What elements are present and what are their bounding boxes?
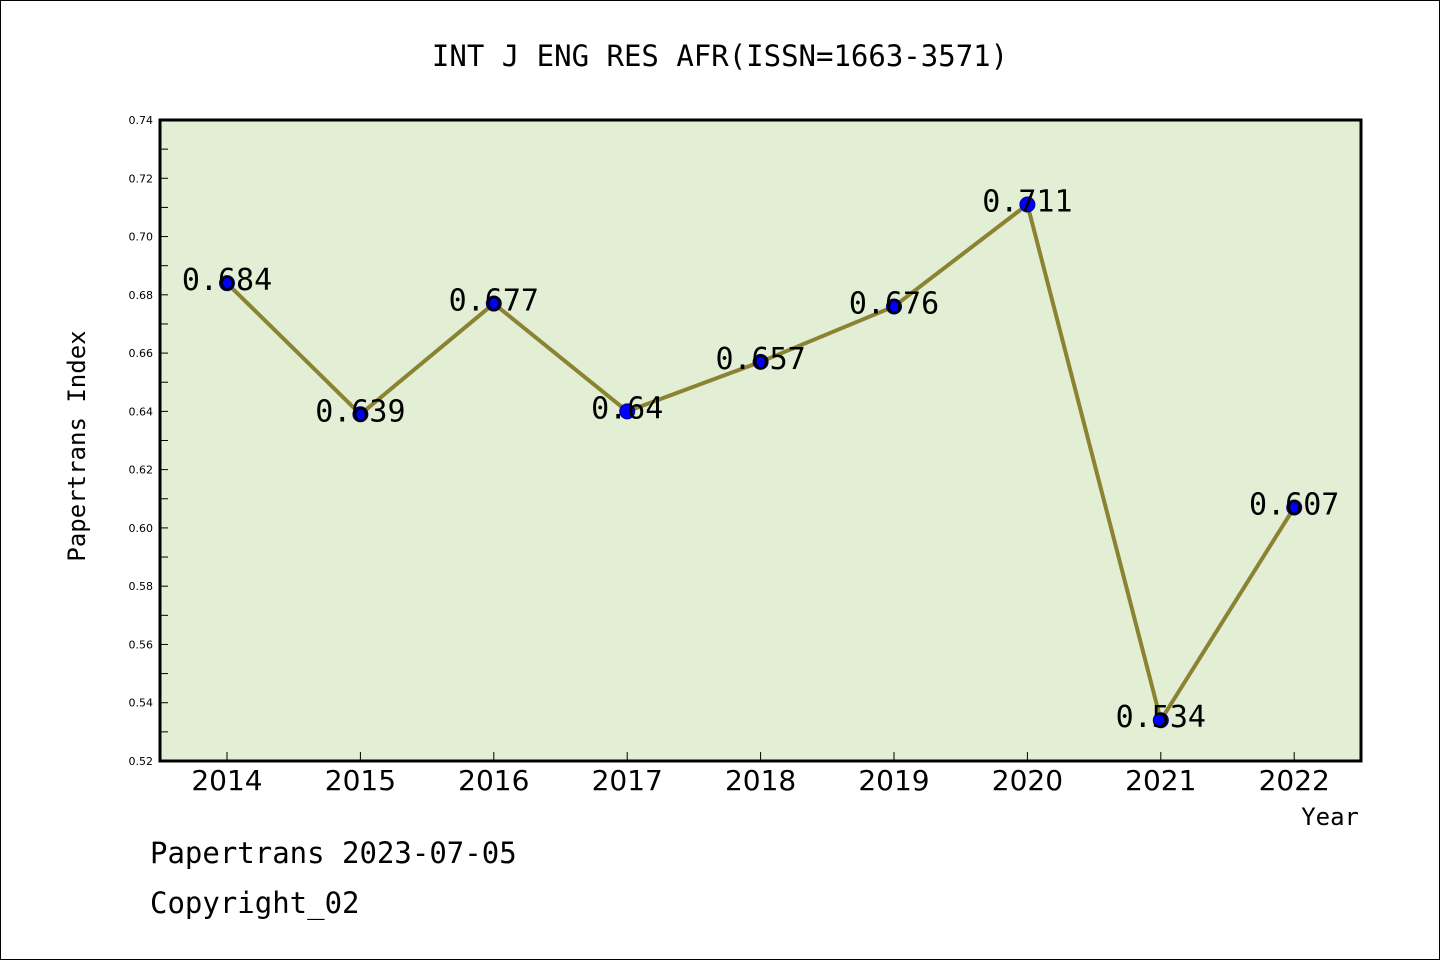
data-point xyxy=(1019,196,1036,213)
y-tick-label: 0.56 xyxy=(129,638,154,651)
y-tick-label: 0.72 xyxy=(129,172,154,185)
data-point xyxy=(752,353,769,370)
footer-date: Papertrans 2023-07-05 xyxy=(150,836,517,870)
x-tick-label: 2021 xyxy=(1125,764,1196,797)
data-point xyxy=(1152,712,1169,729)
chart-title: INT J ENG RES AFR(ISSN=1663-3571) xyxy=(432,39,1008,73)
x-tick-label: 2020 xyxy=(992,764,1063,797)
x-tick-label: 2018 xyxy=(725,764,796,797)
y-tick-label: 0.66 xyxy=(129,347,154,360)
footer-copyright: Copyright_02 xyxy=(150,886,360,920)
y-tick-label: 0.52 xyxy=(129,755,154,768)
y-tick-label: 0.64 xyxy=(129,405,154,418)
plot-area xyxy=(160,120,1361,761)
data-label: 0.676 xyxy=(849,286,939,321)
data-label: 0.677 xyxy=(449,284,539,319)
y-tick-label: 0.62 xyxy=(129,464,154,477)
data-point xyxy=(886,298,902,315)
data-label: 0.639 xyxy=(315,394,405,429)
data-labels: 0.684 0.639 0.677 0.64 0.657 0.676 0.711 0.534 0… xyxy=(182,184,1340,735)
data-label: 0.684 xyxy=(182,263,272,298)
data-point xyxy=(619,403,636,420)
data-point xyxy=(485,295,502,312)
data-label: 0.607 xyxy=(1249,488,1339,523)
x-tick-label: 2016 xyxy=(458,764,529,797)
y-tick-label: 0.68 xyxy=(129,289,154,302)
data-point xyxy=(219,275,235,292)
y-tick-label: 0.74 xyxy=(129,114,154,127)
y-tick-label: 0.70 xyxy=(129,231,154,244)
y-tick-label: 0.54 xyxy=(129,697,154,710)
x-tick-label: 2017 xyxy=(592,764,663,797)
data-label: 0.534 xyxy=(1116,700,1206,735)
data-label: 0.657 xyxy=(715,342,805,377)
x-tick-label: 2014 xyxy=(191,764,262,797)
x-tick-label: 2022 xyxy=(1259,764,1330,797)
y-tick-label: 0.60 xyxy=(129,522,154,535)
data-label: 0.711 xyxy=(982,184,1072,219)
data-point xyxy=(352,406,369,423)
x-tick-label: 2019 xyxy=(858,764,929,797)
x-tick-label: 2015 xyxy=(325,764,396,797)
x-axis-label: Year xyxy=(1301,803,1359,831)
data-points xyxy=(219,196,1303,729)
y-tick-label: 0.58 xyxy=(129,580,154,593)
plot-border xyxy=(158,118,1363,763)
y-axis-label: Papertrans Index xyxy=(63,330,91,561)
x-axis: 2014 2015 2016 2017 2018 2019 2020 2021 2022 xyxy=(191,752,1330,797)
data-label: 0.64 xyxy=(591,391,663,426)
data-point xyxy=(1286,499,1303,516)
